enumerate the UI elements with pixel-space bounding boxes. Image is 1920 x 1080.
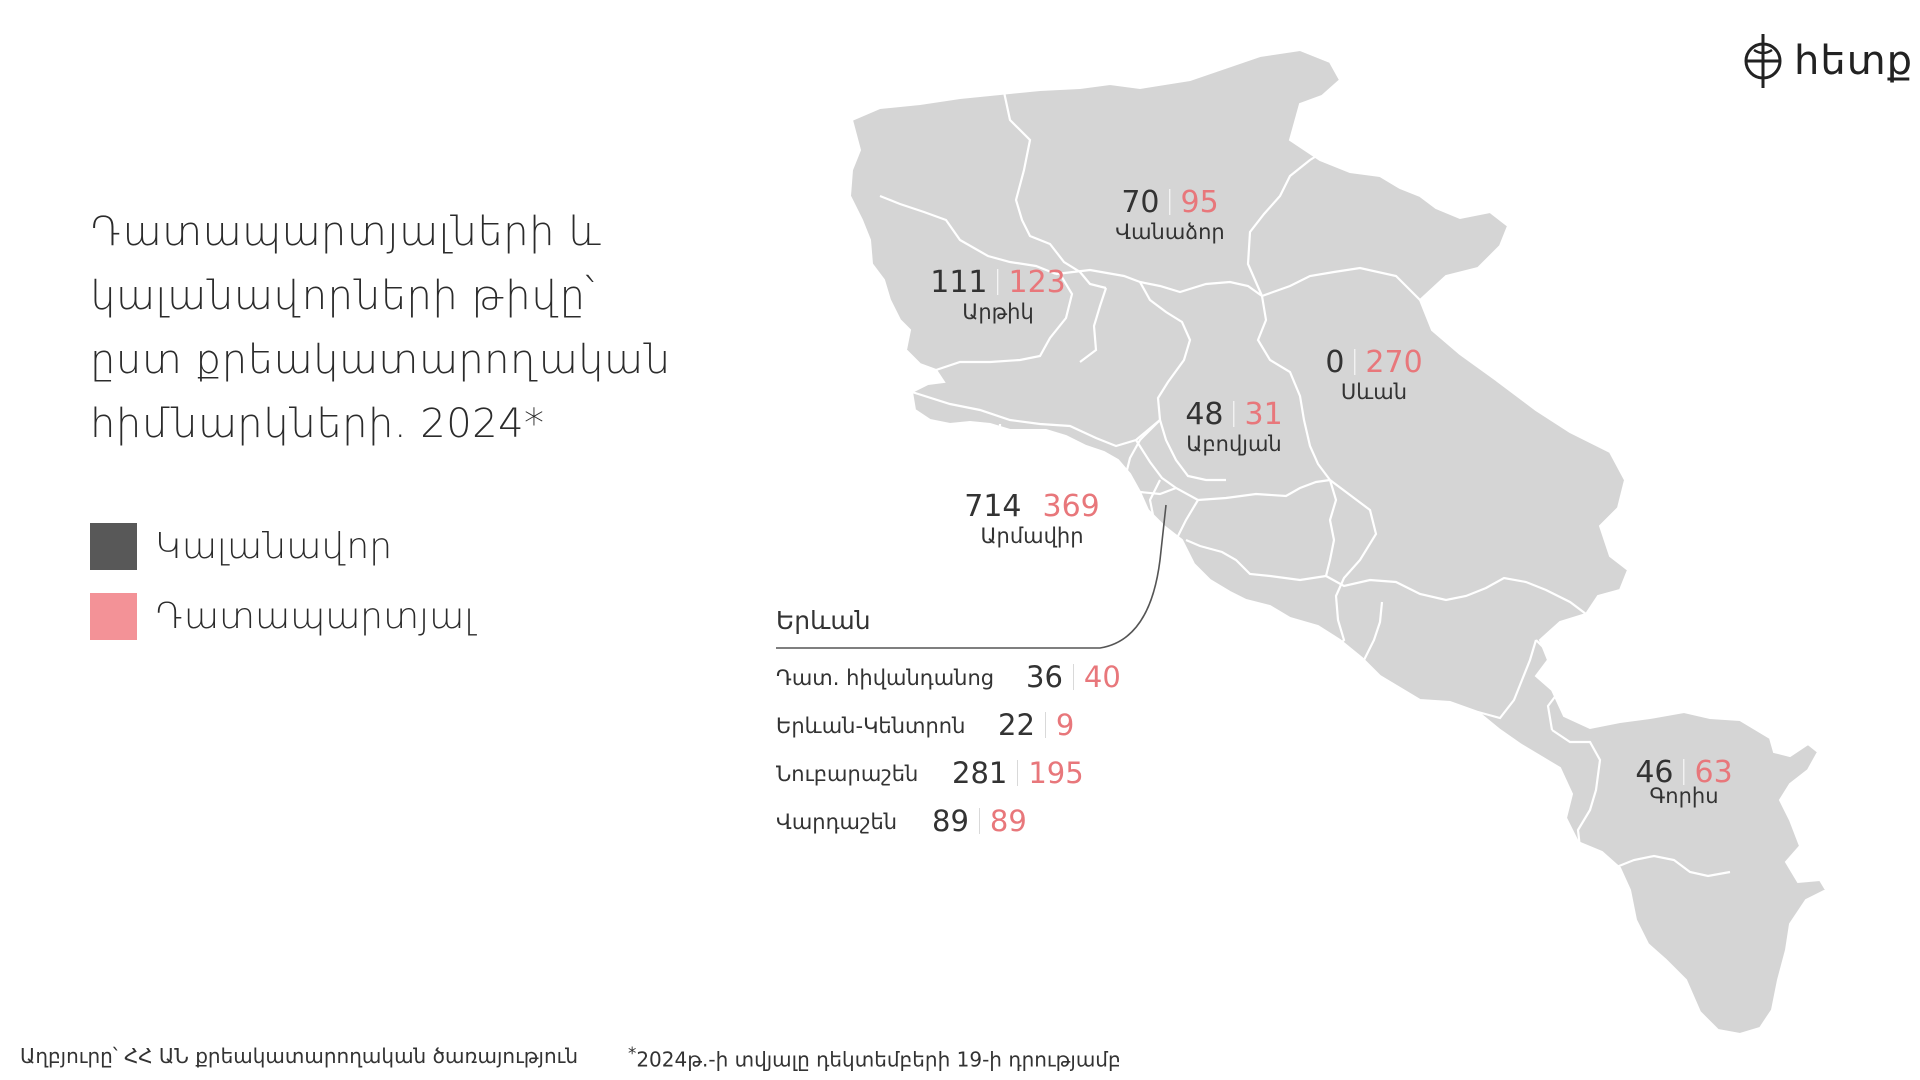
region-name: Վանաձոր	[1115, 220, 1225, 244]
convict-count: 40	[1083, 660, 1121, 694]
convict-count: 195	[1028, 756, 1084, 790]
detainee-count: 0	[1325, 345, 1345, 380]
facility-values: 281 195	[952, 756, 1084, 790]
detainee-count: 22	[998, 708, 1035, 742]
convict-count: 95	[1180, 185, 1219, 220]
facility-name: Վարդաշեն	[776, 810, 898, 834]
source-note: Աղբյուրը՝ ՀՀ ԱՆ քրեակատարողական ծառայութ…	[20, 1044, 578, 1068]
date-note: *2024թ.-ի տվյալը դեկտեմբերի 19-ի դրությա…	[628, 1044, 1121, 1072]
legend: Կալանավոր Դատապարտյալ	[90, 522, 474, 662]
yerevan-leader-line	[776, 504, 1167, 649]
region-goris: 46 63 Գորիս	[1635, 755, 1733, 809]
separator	[978, 808, 980, 834]
detainee-count: 281	[952, 756, 1008, 790]
convict-count: 9	[1055, 708, 1075, 742]
region-sevan: 0 270 Սևան	[1325, 345, 1423, 405]
facility-values: 89 89	[932, 804, 1027, 838]
region-name: Գորիս	[1649, 784, 1719, 808]
detainee-count: 89	[932, 804, 969, 838]
title-line: Դատապարտյալների և	[90, 209, 603, 255]
legend-swatch-convict	[90, 592, 137, 640]
convict-count: 270	[1365, 345, 1423, 380]
convict-count: 123	[1008, 265, 1066, 300]
separator	[1017, 760, 1019, 786]
legend-item-convict: Դատապարտյալ	[90, 592, 474, 640]
legend-swatch-detainee	[90, 522, 137, 570]
separator	[1072, 664, 1074, 690]
region-name: Սևան	[1340, 380, 1408, 404]
convict-count: 369	[1042, 489, 1100, 524]
separator	[1169, 189, 1171, 215]
detainee-count: 46	[1635, 755, 1674, 790]
legend-label: Դատապարտյալ	[155, 595, 475, 637]
region-vanadzor: 70 95 Վանաձոր	[1115, 185, 1225, 245]
region-name: Արթիկ	[962, 300, 1034, 324]
detainee-count: 714	[964, 489, 1022, 524]
province-borders	[879, 91, 1731, 878]
separator	[1031, 493, 1033, 519]
convict-count: 31	[1244, 397, 1283, 432]
separator	[1683, 759, 1685, 785]
title-line: հիմնարկների. 2024*	[90, 401, 545, 447]
detainee-count: 70	[1121, 185, 1160, 220]
facility-name: Դատ. հիվանդանոց	[776, 666, 995, 690]
legend-item-detainee: Կալանավոր	[90, 522, 474, 570]
separator	[1044, 712, 1046, 738]
facility-values: 36 40	[1026, 660, 1121, 694]
logo-text: հետք	[1794, 38, 1914, 84]
title-line: ըստ քրեակատարողական	[90, 337, 671, 383]
region-name: Աբովյան	[1186, 432, 1282, 456]
convict-count: 63	[1694, 755, 1733, 790]
legend-label: Կալանավոր	[155, 525, 393, 567]
note-text: 2024թ.-ի տվյալը դեկտեմբերի 19-ի դրությամ…	[636, 1047, 1121, 1072]
region-artik: 111 123 Արթիկ	[930, 265, 1066, 325]
yerevan-title: Երևան	[776, 606, 871, 635]
facility-name: Նուբարաշեն	[776, 762, 919, 786]
page-title: Դատապարտյալների և կալանավորների թիվը՝ ըս…	[90, 200, 730, 456]
detainee-count: 48	[1185, 397, 1224, 432]
region-armavir: 714 369 Արմավիր	[964, 489, 1100, 549]
logo-mark-icon	[1744, 34, 1782, 88]
detainee-count: 111	[930, 265, 988, 300]
facility-values: 22 9	[998, 708, 1074, 742]
note-mark: *	[628, 1044, 637, 1063]
separator	[1233, 401, 1235, 427]
separator	[1354, 349, 1356, 375]
region-abovyan: 48 31 Աբովյան	[1185, 397, 1283, 457]
hetq-logo[interactable]: հետք	[1740, 28, 1913, 94]
map-country-shape	[848, 48, 1828, 1036]
detainee-count: 36	[1026, 660, 1063, 694]
title-line: կալանավորների թիվը՝	[90, 273, 595, 319]
facility-name: Երևան-Կենտրոն	[776, 714, 966, 738]
convict-count: 89	[989, 804, 1027, 838]
separator	[997, 269, 999, 295]
region-name: Արմավիր	[980, 524, 1084, 548]
